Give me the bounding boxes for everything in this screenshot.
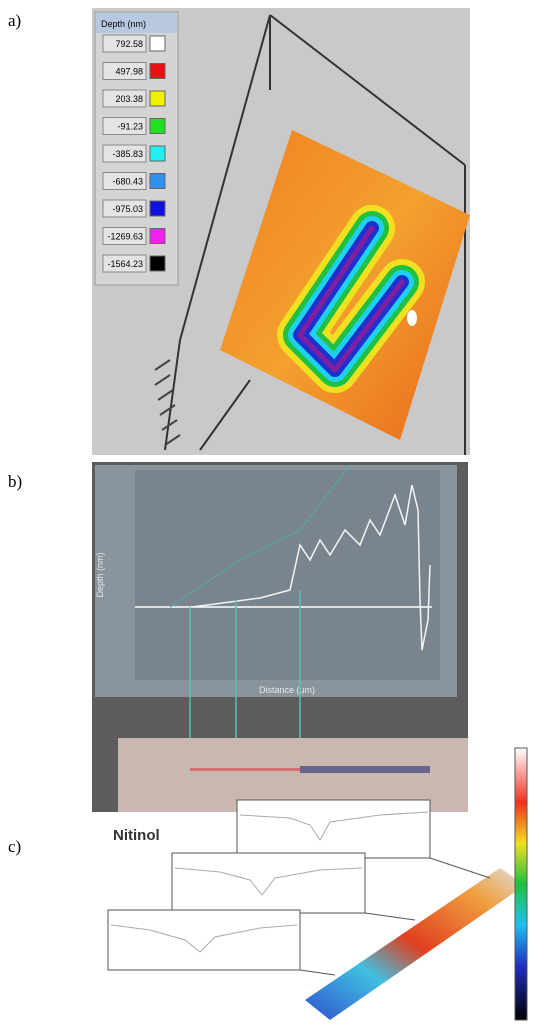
legend-swatch [150, 174, 165, 189]
legend-value: 792.58 [115, 39, 143, 49]
panel-title: Nitinol [113, 827, 160, 844]
legend-swatch [150, 229, 165, 244]
trench-image [300, 766, 430, 773]
legend-value: -1564.23 [107, 259, 143, 269]
surface-peak [407, 310, 417, 326]
x-axis-label: Distance (um) [259, 685, 315, 695]
legend-value: -385.83 [112, 149, 143, 159]
panel-label: b) [8, 472, 22, 491]
rect-shape [108, 910, 300, 970]
scan-track [190, 768, 300, 771]
legend-rows: 792.58 497.98 203.38 -91.23 -385.83 -680.43 -9… [103, 35, 165, 272]
figure: a) Depth (nm) 792.58 497.98 203.38 -91.23 -3… [0, 0, 537, 1030]
rect-shape [172, 853, 365, 913]
plot-area [135, 470, 440, 680]
legend-value: 203.38 [115, 94, 143, 104]
panel-label: a) [8, 11, 21, 30]
line-shape [300, 970, 335, 975]
legend-value: 497.98 [115, 67, 143, 77]
legend-title: Depth (nm) [101, 19, 146, 29]
line-shape [365, 913, 415, 920]
legend-value: -1269.63 [107, 232, 143, 242]
y-axis-label: Depth (nm) [95, 552, 105, 597]
legend-swatch [150, 91, 165, 106]
line-shape [430, 858, 490, 878]
profile-boxes [108, 800, 430, 970]
legend-swatch [150, 64, 165, 79]
rect-shape [237, 800, 430, 858]
legend-swatch [150, 119, 165, 134]
legend-value: -975.03 [112, 204, 143, 214]
legend-value: -91.23 [117, 122, 143, 132]
color-bar [515, 748, 527, 1020]
panel-label: c) [8, 837, 21, 856]
legend-value: -680.43 [112, 177, 143, 187]
legend-swatch [150, 256, 165, 271]
legend-swatch [150, 201, 165, 216]
legend-swatch [150, 36, 165, 51]
legend-swatch [150, 146, 165, 161]
